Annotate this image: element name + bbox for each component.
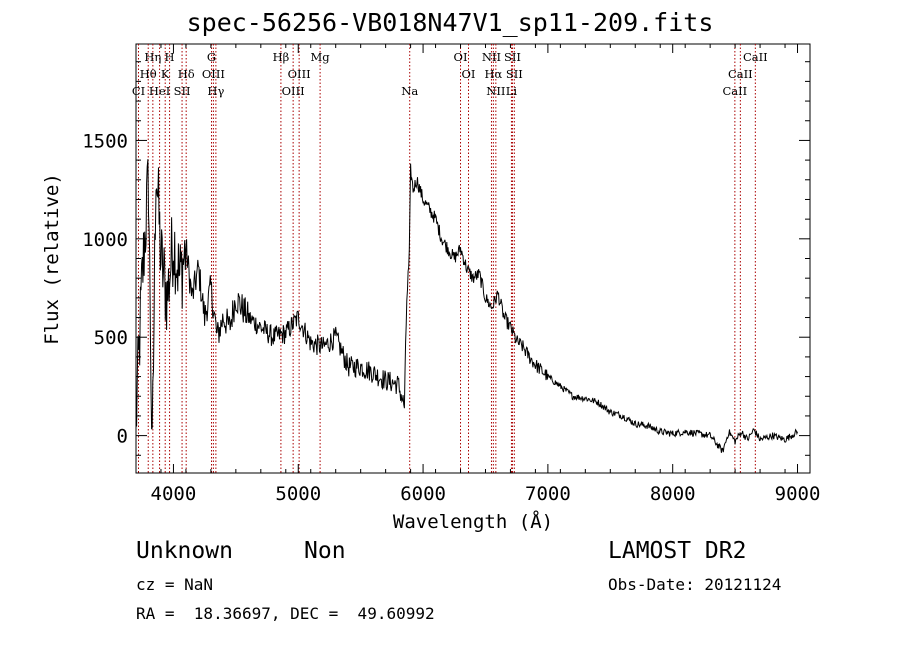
coordinates: RA = 18.36697, DEC = 49.60992 [136,604,435,623]
x-tick-label: 7000 [525,483,571,505]
x-tick-label: 8000 [650,483,696,505]
line-label: CaII [722,84,747,98]
line-label: HeI [149,84,170,98]
line-label: Li [506,84,518,98]
y-tick-label: 0 [117,426,128,448]
survey-name: LAMOST DR2 [608,538,747,564]
y-axis-label: Flux (relative) [41,173,63,345]
line-label: Hη [144,50,161,64]
line-label: H [165,50,175,64]
line-label: Na [401,84,418,98]
line-label: OIII [202,67,225,81]
line-label: CaII [743,50,768,64]
line-label: OIII [282,84,305,98]
line-label: SII [506,67,523,81]
line-label: CaII [728,67,753,81]
plot-frame [135,43,811,474]
x-tick-label: 4000 [151,483,197,505]
spectrum-line [135,159,798,453]
line-label: NII [482,50,501,64]
line-label: NII [486,84,505,98]
line-label: OI [462,67,476,81]
line-label: Hα [484,67,502,81]
x-tick-label: 9000 [775,483,821,505]
line-label: CI [132,84,145,98]
line-label: SII [504,50,521,64]
x-tick-label: 5000 [275,483,321,505]
x-tick-label: 6000 [400,483,446,505]
line-label: Mg [311,50,331,64]
x-axis-label: Wavelength (Å) [393,510,553,533]
line-label: Hβ [273,50,290,64]
line-markers [137,44,756,473]
obs-date: Obs-Date: 20121124 [608,575,782,594]
object-class: Unknown [136,538,233,564]
line-label: Hδ [178,67,195,81]
line-labels: CIHθHηHeIKHSIIHδGOIIIHγHβOIIIOIIIMgNaOIO… [132,50,768,98]
chart-title: spec-56256-VB018N47V1_sp11-209.fits [186,8,714,37]
line-label: SII [174,84,191,98]
y-tick-label: 1500 [82,130,128,152]
y-tick-label: 1000 [82,229,128,251]
line-label: Hθ [140,67,157,81]
line-label: OIII [288,67,311,81]
line-label: Hγ [207,84,224,98]
line-label: OI [454,50,468,64]
line-label: K [161,67,170,81]
axis-ticks: 4000 5000 6000 7000 8000 9000 0 500 1000 1500 [82,44,820,505]
object-subclass: Non [304,538,346,564]
line-label: G [207,50,216,64]
cz-value: cz = NaN [136,575,214,594]
y-tick-label: 500 [94,327,128,349]
